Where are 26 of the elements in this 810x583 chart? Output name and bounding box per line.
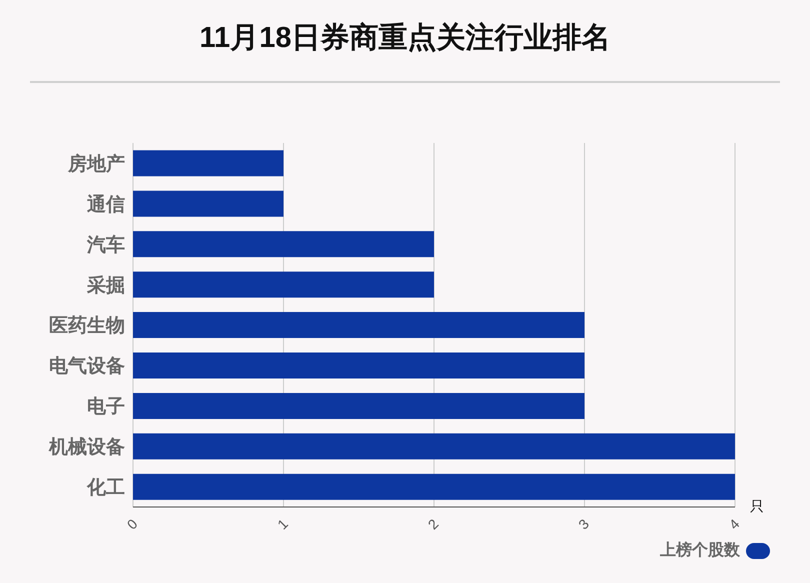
y-tick-label: 汽车	[86, 234, 125, 256]
x-tick-label: 4	[726, 516, 743, 532]
x-axis-title: 只	[750, 498, 764, 516]
x-tick-label: 0	[124, 516, 141, 532]
x-tick-label: 3	[575, 516, 592, 532]
x-tick-label: 1	[274, 516, 292, 532]
y-tick-label: 医药生物	[49, 314, 125, 337]
bar	[133, 474, 735, 500]
bar	[133, 352, 584, 378]
y-tick-label: 机械设备	[48, 436, 125, 458]
bar	[133, 272, 434, 298]
bar	[133, 231, 434, 258]
y-tick-label: 通信	[86, 193, 125, 216]
y-tick-label: 电子	[87, 396, 125, 418]
legend-label: 上榜个股数	[660, 540, 740, 561]
bar	[133, 190, 284, 217]
bar	[133, 433, 735, 460]
y-tick-label: 化工	[86, 478, 125, 499]
bar	[133, 392, 584, 419]
y-tick-label: 采掘	[86, 274, 125, 296]
y-tick-label: 电气设备	[49, 355, 125, 378]
y-tick-label: 房地产	[67, 152, 125, 175]
bar	[133, 312, 584, 338]
x-tick-label: 2	[424, 516, 442, 532]
chart-title: 11月18日券商重点关注行业排名	[198, 20, 612, 56]
bar	[133, 150, 284, 176]
